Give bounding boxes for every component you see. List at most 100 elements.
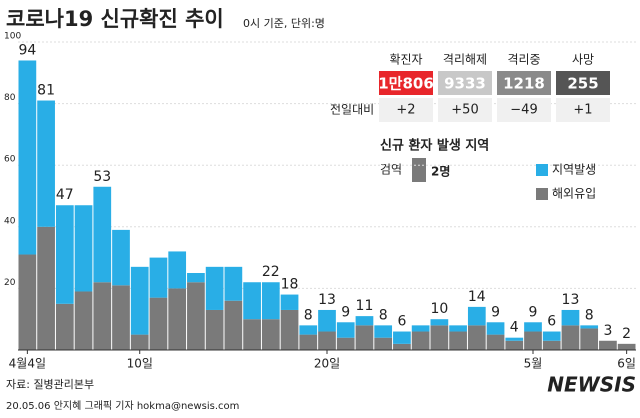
x-tick-label: 20일 (314, 357, 340, 371)
bar-segment (112, 229, 130, 286)
bar-segment (18, 254, 37, 350)
quarantine-swatch (412, 158, 426, 182)
stats-value: 1218 (503, 75, 545, 93)
total-label: 22 (262, 264, 280, 280)
bar-segment (299, 334, 318, 350)
credit: 20.05.06 안지혜 그래픽 기자 hokma@newsis.com (6, 400, 239, 412)
stats-change-bg (556, 98, 610, 122)
bar-segment (467, 325, 486, 350)
bar-segment (318, 331, 336, 350)
legend-swatch (536, 164, 548, 176)
bar-segment (55, 303, 74, 350)
bar-segment (580, 325, 599, 329)
logo: NEWSIS (547, 373, 636, 397)
y-tick-label: 20 (4, 278, 16, 288)
x-tick-label: 10일 (127, 357, 153, 371)
bar-segment (299, 325, 318, 335)
total-label: 47 (56, 187, 74, 203)
bar-segment (280, 309, 299, 350)
x-tick-label: 6일 (617, 357, 636, 371)
bar-segment (524, 322, 542, 332)
bar-segment (55, 205, 74, 304)
bar-segment (449, 325, 467, 332)
bar-segment (486, 334, 505, 350)
bar-segment (130, 266, 149, 335)
total-label: 9 (491, 304, 500, 320)
y-tick-label: 100 (4, 32, 21, 42)
total-label: 14 (468, 289, 486, 305)
bar-segment (561, 325, 580, 350)
stats-box (438, 71, 492, 95)
bar-segment (505, 337, 524, 341)
bar-segment (336, 337, 355, 350)
stats-change: −49 (510, 103, 537, 118)
total-label: 81 (37, 83, 55, 99)
bar-segment (130, 334, 149, 350)
bar-segment (74, 205, 93, 292)
stats-change: +1 (573, 103, 592, 118)
total-label: 94 (18, 42, 36, 58)
bar-segment (561, 309, 580, 326)
stats-header: 격리해제 (443, 53, 487, 67)
bar-segment (430, 325, 449, 350)
bar-segment (74, 291, 93, 350)
bar-segment (149, 257, 168, 298)
total-label: 6 (547, 314, 556, 330)
bar-segment (505, 340, 524, 350)
legend-label: 해외유입 (552, 187, 596, 201)
bar-segment (37, 100, 55, 227)
bar-segment (542, 331, 561, 341)
stats-change: +50 (451, 103, 478, 118)
total-label: 4 (510, 320, 519, 336)
bar-segment (524, 331, 542, 350)
stats-change: +2 (396, 103, 415, 118)
legend-title: 신규 환자 발생 지역 (380, 138, 489, 154)
bar-segment (168, 251, 187, 289)
bar-segment (393, 343, 411, 350)
total-label: 13 (562, 292, 580, 308)
bar-segment (261, 282, 280, 320)
quarantine-value: 2명 (431, 165, 450, 179)
total-label: 53 (93, 169, 111, 185)
bar-segment (243, 282, 261, 320)
bar-segment (467, 306, 486, 326)
bar-segment (18, 60, 37, 255)
x-tick-label: 5월 (524, 357, 543, 371)
bar-segment (355, 316, 374, 326)
total-label: 2 (622, 326, 631, 342)
bar-segment (168, 288, 187, 350)
bar-segment (187, 282, 205, 350)
total-label: 3 (603, 323, 612, 339)
bar-segment (542, 340, 561, 350)
y-tick-label: 40 (4, 216, 16, 226)
bar-segment (355, 325, 374, 350)
total-label: 8 (304, 307, 313, 323)
stats-box (556, 71, 610, 95)
stats-header: 확진자 (389, 53, 422, 67)
bar-segment (112, 285, 130, 350)
bar-segment (617, 343, 636, 350)
chart-subtitle: 0시 기준, 단위:명 (243, 17, 325, 30)
bar-segment (224, 266, 243, 301)
bar-segment (205, 266, 224, 310)
bar-segment (393, 331, 411, 344)
stats-change-bg (438, 98, 492, 122)
bar-segment (318, 309, 336, 332)
bar-segment (411, 325, 430, 332)
bar-segment (374, 337, 393, 350)
stats-value: 255 (567, 75, 598, 93)
bar-segment (224, 300, 243, 350)
stats-header: 사망 (572, 53, 594, 67)
total-label: 6 (397, 314, 406, 330)
stats-value: 9333 (444, 75, 486, 93)
total-label: 9 (341, 304, 350, 320)
bar-segment (411, 331, 430, 350)
bar-segment (261, 319, 280, 350)
chart-title: 코로나19 신규확진 추이 (6, 7, 224, 31)
bar-segment (280, 294, 299, 310)
bar-segment (449, 331, 467, 350)
bar-segment (374, 325, 393, 338)
stats-change-bg (379, 98, 433, 122)
bar-segment (149, 297, 168, 350)
